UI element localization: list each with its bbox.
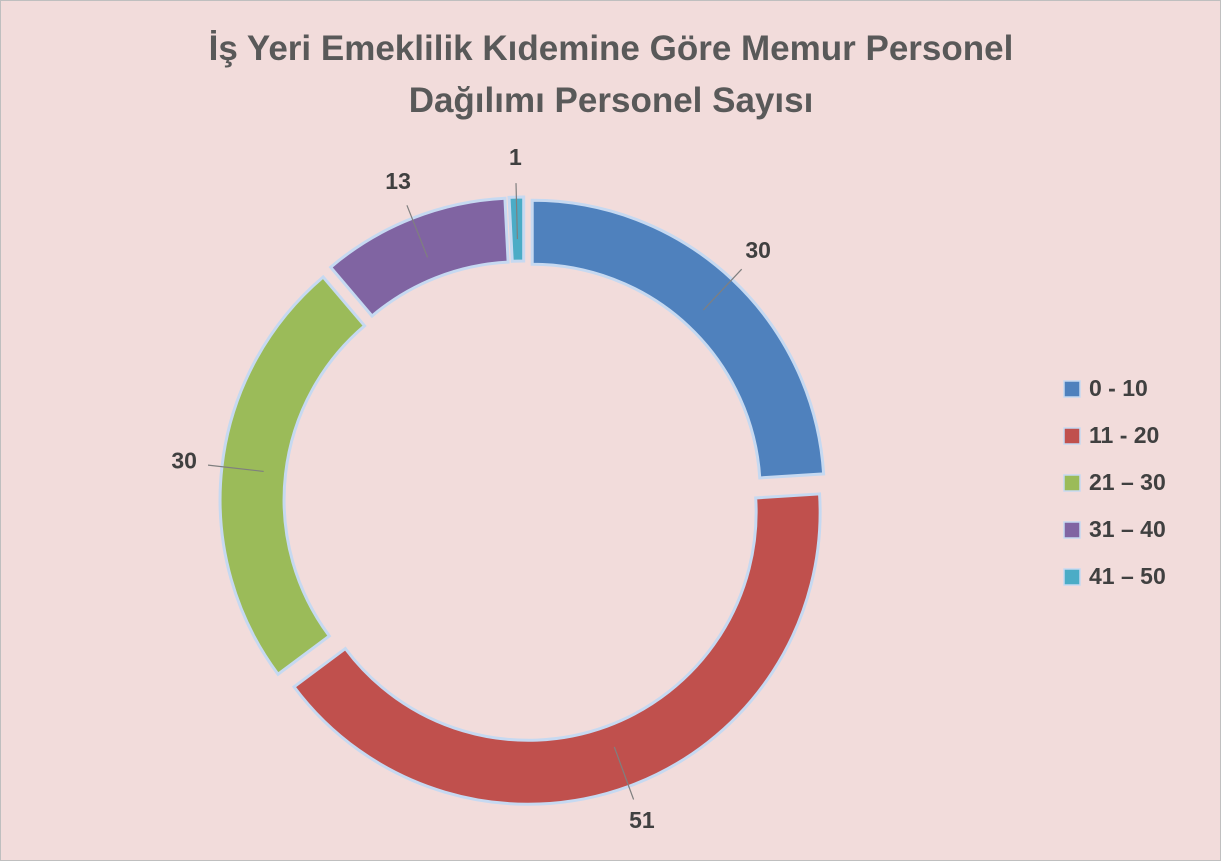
legend-label: 0 - 10	[1089, 375, 1148, 401]
leader-line	[702, 268, 743, 311]
leader-line	[515, 183, 519, 240]
legend-label: 41 – 50	[1089, 563, 1166, 589]
legend-label: 31 – 40	[1089, 516, 1166, 542]
legend-swatch	[1063, 427, 1081, 445]
data-label: 30	[171, 447, 197, 473]
data-label: 1	[509, 144, 522, 170]
donut-segment	[218, 274, 367, 677]
donut-segment	[328, 196, 510, 319]
chart-title: İş Yeri Emeklilik Kıdemine Göre Memur Pe…	[208, 29, 1014, 120]
legend-label: 11 - 20	[1089, 422, 1159, 448]
data-label: 30	[745, 237, 771, 263]
leader-line	[613, 746, 635, 800]
leader-line	[207, 464, 264, 473]
legend-swatch	[1063, 568, 1081, 586]
donut-segment	[291, 492, 822, 806]
data-label: 51	[629, 807, 655, 833]
legend-label: 21 – 30	[1089, 469, 1166, 495]
leader-line	[406, 205, 429, 258]
data-label: 13	[385, 168, 411, 194]
donut-segment	[507, 195, 526, 263]
legend-swatch	[1063, 521, 1081, 539]
legend-swatch	[1063, 474, 1081, 492]
donut-segment	[530, 198, 826, 480]
legend-swatch	[1063, 380, 1081, 398]
